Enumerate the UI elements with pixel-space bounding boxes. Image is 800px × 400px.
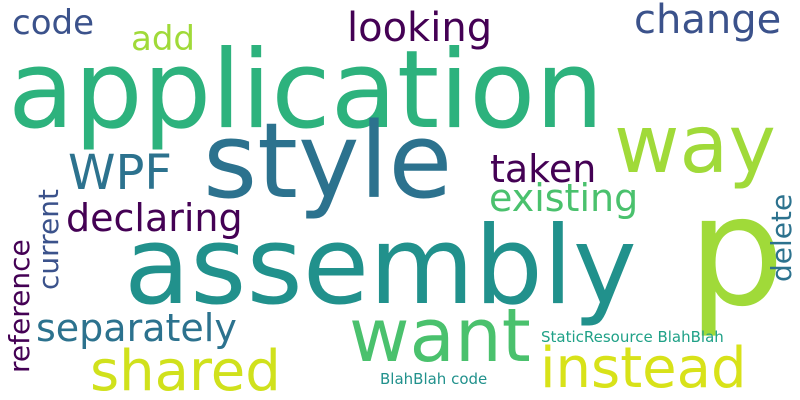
word-blahblah-code: BlahBlah code bbox=[380, 370, 488, 388]
word-add: add bbox=[131, 19, 195, 59]
word-taken: taken bbox=[490, 147, 597, 191]
word-declaring: declaring bbox=[66, 196, 243, 240]
word-shared: shared bbox=[90, 339, 281, 400]
word-static-resource-blahblah: StaticResource BlahBlah bbox=[541, 328, 724, 346]
word-reference: reference bbox=[3, 239, 36, 373]
word-current: current bbox=[32, 188, 65, 290]
word-way: way bbox=[614, 98, 776, 191]
word-style: style bbox=[203, 100, 453, 222]
word-looking: looking bbox=[347, 5, 493, 51]
word-code: code bbox=[12, 3, 94, 43]
word-want: want bbox=[349, 293, 531, 379]
word-existing: existing bbox=[489, 176, 639, 220]
word-separately: separately bbox=[36, 306, 237, 350]
word-p: p bbox=[688, 163, 785, 340]
word-change: change bbox=[634, 0, 782, 43]
word-assembly: assembly bbox=[124, 204, 637, 329]
word-application: application bbox=[8, 28, 604, 153]
word-wpf: WPF bbox=[68, 145, 173, 201]
word-instead: instead bbox=[540, 336, 747, 400]
word-delete: delete bbox=[765, 193, 798, 282]
